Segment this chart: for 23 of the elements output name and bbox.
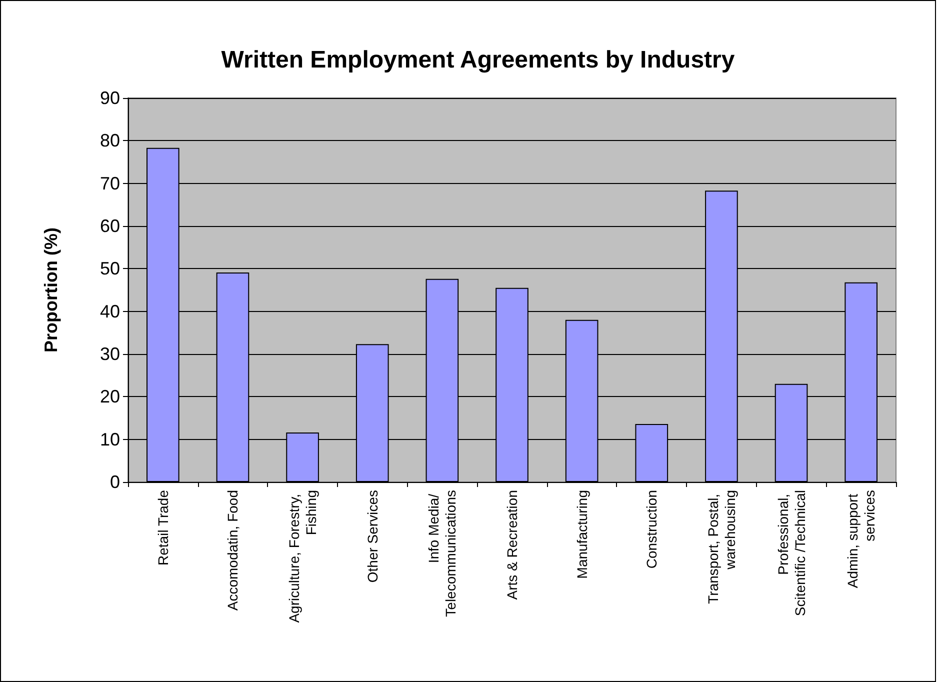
- y-tick-label: 40: [100, 301, 120, 322]
- x-tick-label: Info Media/ Telecommunications: [426, 490, 459, 617]
- y-tick-label: 80: [100, 130, 120, 151]
- x-tick-label: Accomodatin, Food: [224, 490, 241, 611]
- x-tick-label: Retail Trade: [154, 490, 171, 566]
- x-tick-label: Arts & Recreation: [504, 490, 520, 600]
- x-tick-label: Admin, support services: [844, 490, 878, 588]
- y-tick-label: 30: [100, 344, 120, 364]
- y-tick-label: 70: [100, 173, 120, 194]
- y-tick-label: 50: [100, 258, 120, 279]
- y-tick-label: 20: [100, 386, 120, 407]
- y-tick-label: 0: [110, 472, 120, 492]
- y-tick-label: 10: [100, 429, 120, 450]
- x-tick-label: Manufacturing: [574, 490, 590, 579]
- y-tick-label: 60: [100, 216, 120, 236]
- y-axis-title: Proportion (%): [41, 228, 61, 352]
- x-tick-label: Other Services: [364, 490, 380, 583]
- x-tick-label: Construction: [644, 490, 660, 569]
- x-tick-label: Transport, Postal, warehousing: [704, 490, 738, 604]
- x-tick-label: Agriculture, Forestry, Fishing: [286, 490, 320, 623]
- y-tick-label: 90: [100, 88, 120, 108]
- x-tick-label: Professional, Scitentific /Technical: [774, 490, 808, 616]
- chart-title: Written Employment Agreements by Industry: [221, 46, 736, 74]
